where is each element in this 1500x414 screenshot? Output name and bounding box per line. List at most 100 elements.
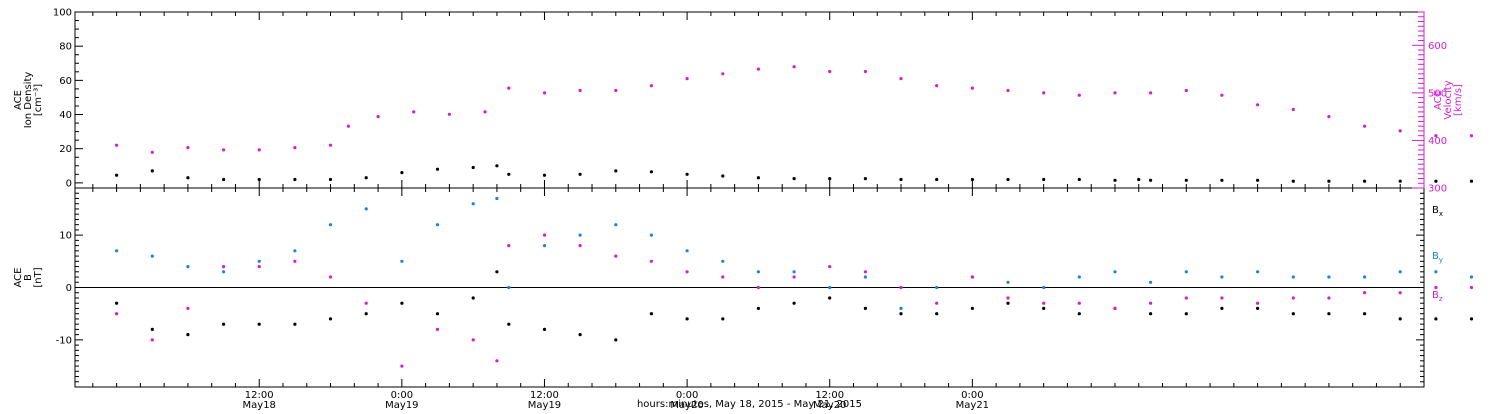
- velocity-point-6: [328, 143, 333, 147]
- x-tick-label-4: 12:00: [815, 390, 844, 401]
- bx-point-38: [1434, 317, 1438, 321]
- bx-point-26: [1006, 301, 1010, 305]
- velocity-axis-title-line-1: Velocity: [1443, 80, 1454, 119]
- by-point-36: [1363, 275, 1367, 279]
- bz-point-32: [1220, 296, 1224, 300]
- density-tick-label-3: 60: [59, 76, 72, 87]
- legend-bx: Bx: [1432, 205, 1443, 218]
- bx-point-14: [578, 333, 582, 337]
- by-point-32: [1220, 275, 1224, 279]
- ion-density-point-2: [186, 176, 190, 180]
- ion-density-point-10: [471, 165, 475, 170]
- bx-point-25: [970, 306, 975, 310]
- velocity-point-14: [578, 88, 582, 93]
- legend-by-sub: y: [1439, 256, 1443, 264]
- velocity-point-15: [614, 88, 618, 93]
- ion-density-point-38: [1398, 179, 1402, 183]
- x-tick-label-1: 0:00: [391, 390, 413, 401]
- x-tick-label-2: 12:00: [530, 390, 559, 401]
- velocity-point-20: [792, 65, 796, 69]
- by-point-3: [222, 270, 226, 274]
- velocity-point-26: [1006, 88, 1010, 93]
- velocity-point-22: [863, 69, 868, 74]
- velocity-tick-label-1: 400: [1428, 136, 1447, 147]
- velocity-point-37: [1398, 129, 1402, 133]
- bz-point-31: [1184, 296, 1188, 300]
- bx-point-15: [614, 338, 618, 342]
- velocity-point-10: [447, 112, 451, 116]
- x-tick-date-2: May19: [528, 400, 561, 410]
- by-point-8: [400, 259, 404, 263]
- b-tick-label-2: 10: [59, 231, 72, 242]
- x-tick-label-3: 0:00: [676, 390, 698, 401]
- x-axis-title: hours:minutes, May 18, 2015 - May 21, 20…: [637, 399, 862, 410]
- bz-point-17: [685, 270, 689, 274]
- ion-density-point-5: [293, 177, 297, 182]
- velocity-point-36: [1363, 124, 1367, 128]
- density-axis-title-line-1: Ion Density: [23, 72, 34, 129]
- by-point-5: [293, 249, 297, 253]
- bz-point-21: [828, 265, 832, 269]
- ion-density-point-39: [1434, 179, 1438, 183]
- velocity-point-12: [507, 86, 511, 90]
- velocity-point-7: [346, 124, 350, 128]
- by-point-35: [1327, 275, 1331, 279]
- density-tick-label-5: 100: [53, 8, 72, 19]
- bz-point-27: [1042, 301, 1046, 305]
- ion-density-point-30: [1137, 177, 1141, 182]
- velocity-tick-label-0: 300: [1428, 184, 1447, 195]
- by-point-13: [542, 244, 547, 248]
- by-point-22: [863, 275, 868, 279]
- ion-density-point-14: [578, 172, 582, 176]
- by-point-24: [935, 285, 939, 290]
- bz-point-3: [222, 265, 226, 269]
- x-tick-date-4: May20: [813, 400, 846, 410]
- legend-bx-sub: x: [1439, 210, 1443, 218]
- ion-density-point-32: [1184, 178, 1188, 182]
- by-point-20: [792, 270, 796, 274]
- x-tick-label-0: 12:00: [245, 390, 274, 401]
- bx-point-39: [1469, 317, 1474, 321]
- bx-point-31: [1184, 312, 1188, 316]
- by-point-38: [1434, 270, 1438, 274]
- velocity-point-30: [1149, 91, 1153, 95]
- bz-point-23: [899, 285, 903, 290]
- ion-density-point-7: [364, 176, 368, 180]
- by-point-18: [721, 259, 725, 263]
- ion-density-point-12: [507, 172, 511, 176]
- by-point-15: [614, 223, 618, 227]
- bz-point-25: [970, 275, 975, 279]
- bz-point-12: [507, 244, 511, 248]
- ion-density-point-0: [115, 173, 119, 177]
- velocity-point-27: [1042, 91, 1046, 95]
- bz-point-8: [400, 364, 404, 368]
- ion-density-point-34: [1256, 178, 1260, 182]
- bz-point-13: [542, 233, 547, 237]
- b-axis-title-line-0: ACE: [13, 268, 24, 288]
- x-tick-label-5: 0:00: [961, 390, 983, 401]
- ion-density-point-17: [685, 172, 689, 176]
- density-tick-label-1: 20: [59, 144, 72, 155]
- data-points: [115, 65, 1474, 368]
- bz-point-10: [471, 338, 475, 342]
- velocity-point-0: [115, 143, 119, 147]
- ion-density-point-33: [1220, 178, 1224, 182]
- ion-density-point-21: [828, 177, 832, 181]
- bz-point-29: [1113, 306, 1117, 310]
- by-point-11: [495, 196, 499, 201]
- bx-point-33: [1256, 306, 1260, 310]
- legend-by-main: B: [1432, 251, 1439, 262]
- ion-density-point-20: [792, 177, 796, 181]
- b-axis-title: ACE B [nT]: [13, 267, 44, 287]
- b-axis-title-line-1: B: [23, 274, 34, 281]
- bx-point-3: [222, 322, 226, 326]
- density-axis-title: ACE Ion Density [cm⁻³]: [13, 72, 44, 129]
- bz-point-4: [257, 265, 261, 269]
- velocity-point-38: [1434, 134, 1438, 138]
- by-point-6: [328, 223, 333, 227]
- by-point-14: [578, 233, 582, 237]
- bx-point-30: [1149, 312, 1153, 316]
- velocity-point-2: [186, 146, 190, 150]
- ion-density-point-6: [328, 177, 333, 182]
